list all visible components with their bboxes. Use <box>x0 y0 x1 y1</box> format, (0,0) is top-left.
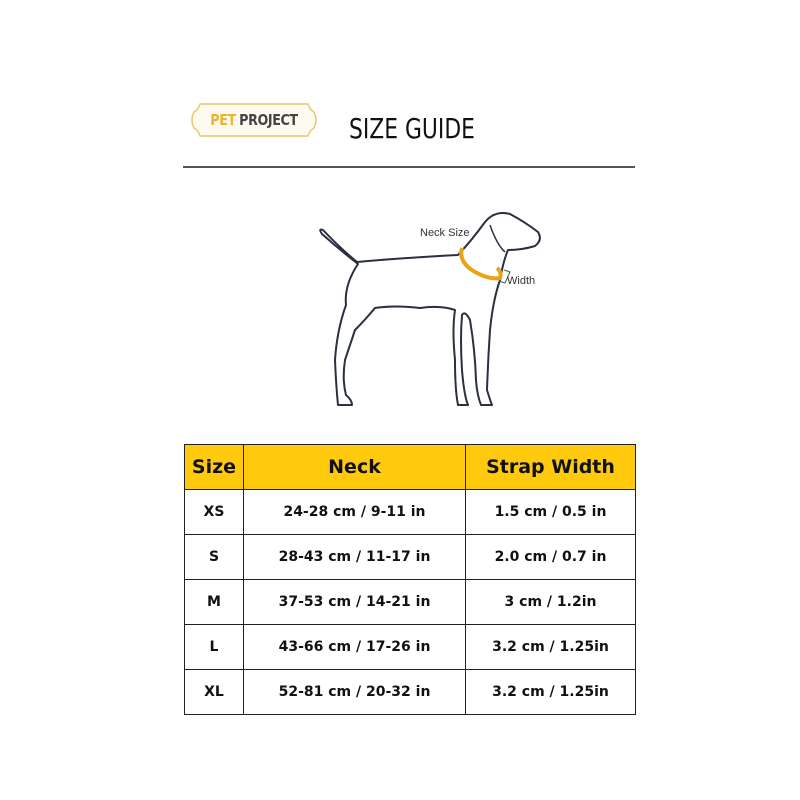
table-row: XS 24-28 cm / 9-11 in 1.5 cm / 0.5 in <box>184 489 636 535</box>
header-neck: Neck <box>243 444 466 490</box>
cell-size: M <box>184 579 244 625</box>
cell-size: S <box>184 534 244 580</box>
cell-size: L <box>184 624 244 670</box>
dog-diagram: Neck Size Width <box>319 212 541 406</box>
size-table: Size Neck Strap Width XS 24-28 cm / 9-11 … <box>184 444 636 715</box>
page-title: SIZE GUIDE <box>349 112 475 145</box>
cell-neck: 43-66 cm / 17-26 in <box>243 624 466 670</box>
cell-neck: 37-53 cm / 14-21 in <box>243 579 466 625</box>
cell-neck: 52-81 cm / 20-32 in <box>243 669 466 715</box>
logo-frame <box>191 103 317 137</box>
table-row: L 43-66 cm / 17-26 in 3.2 cm / 1.25in <box>184 624 636 670</box>
cell-width: 1.5 cm / 0.5 in <box>465 489 636 535</box>
cell-size: XL <box>184 669 244 715</box>
table-header-row: Size Neck Strap Width <box>184 444 636 490</box>
cell-width: 3.2 cm / 1.25in <box>465 669 636 715</box>
table-row: M 37-53 cm / 14-21 in 3 cm / 1.2in <box>184 579 636 625</box>
width-label: Width <box>507 275 535 287</box>
divider <box>183 166 635 168</box>
cell-width: 2.0 cm / 0.7 in <box>465 534 636 580</box>
cell-neck: 28-43 cm / 11-17 in <box>243 534 466 580</box>
neck-size-label: Neck Size <box>420 227 470 239</box>
cell-width: 3 cm / 1.2in <box>465 579 636 625</box>
header-strap-width: Strap Width <box>465 444 636 490</box>
table-row: XL 52-81 cm / 20-32 in 3.2 cm / 1.25in <box>184 669 636 715</box>
logo-pet: PET <box>210 111 236 129</box>
cell-width: 3.2 cm / 1.25in <box>465 624 636 670</box>
collar <box>459 247 503 281</box>
header-size: Size <box>184 444 244 490</box>
cell-size: XS <box>184 489 244 535</box>
logo-project: PROJECT <box>239 111 298 129</box>
table-row: S 28-43 cm / 11-17 in 2.0 cm / 0.7 in <box>184 534 636 580</box>
brand-logo: PET PROJECT <box>190 102 318 138</box>
dog-outline <box>319 212 541 406</box>
cell-neck: 24-28 cm / 9-11 in <box>243 489 466 535</box>
